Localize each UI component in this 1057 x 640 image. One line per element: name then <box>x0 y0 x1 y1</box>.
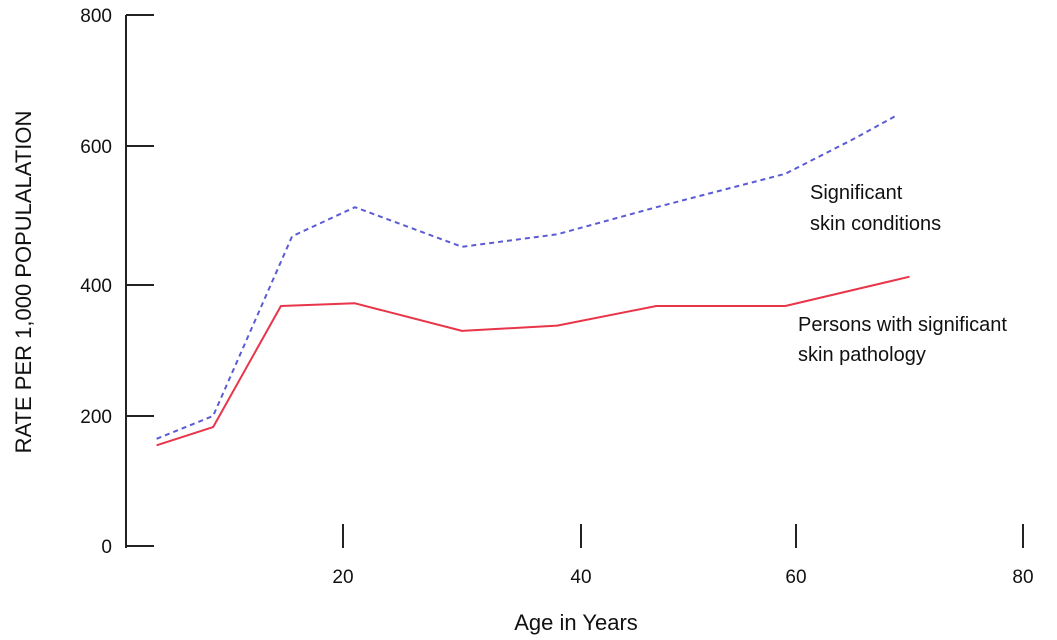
x-tick-label: 40 <box>570 567 591 588</box>
x-tick-label: 60 <box>785 567 806 588</box>
x-tick-label: 80 <box>1012 567 1033 588</box>
annotation-line: Persons with significant <box>798 314 1007 336</box>
series-line-skin-pathology <box>156 275 910 447</box>
annotation-significant-skin-conditions: Significant skin conditions <box>810 182 941 235</box>
y-axis-title: RATE PER 1,000 POPULALATION <box>11 111 36 454</box>
y-tick-label: 0 <box>101 537 112 558</box>
y-tick-label: 200 <box>80 407 112 428</box>
y-tick-label: 400 <box>80 276 112 297</box>
y-ticks: 0 200 400 600 800 <box>80 6 154 558</box>
x-tick-label: 20 <box>332 567 353 588</box>
y-tick-label: 600 <box>80 137 112 158</box>
annotation-skin-pathology: Persons with significant skin pathology <box>798 314 1007 366</box>
x-axis-title: Age in Years <box>514 610 638 635</box>
annotation-line: skin conditions <box>810 213 941 235</box>
y-tick-label: 800 <box>80 6 112 27</box>
annotation-line: Significant <box>810 182 903 204</box>
annotation-line: skin pathology <box>798 344 926 366</box>
series-line-significant-skin-conditions <box>156 113 899 440</box>
x-ticks: 20 40 60 80 <box>332 524 1034 588</box>
series-layer <box>156 113 910 447</box>
